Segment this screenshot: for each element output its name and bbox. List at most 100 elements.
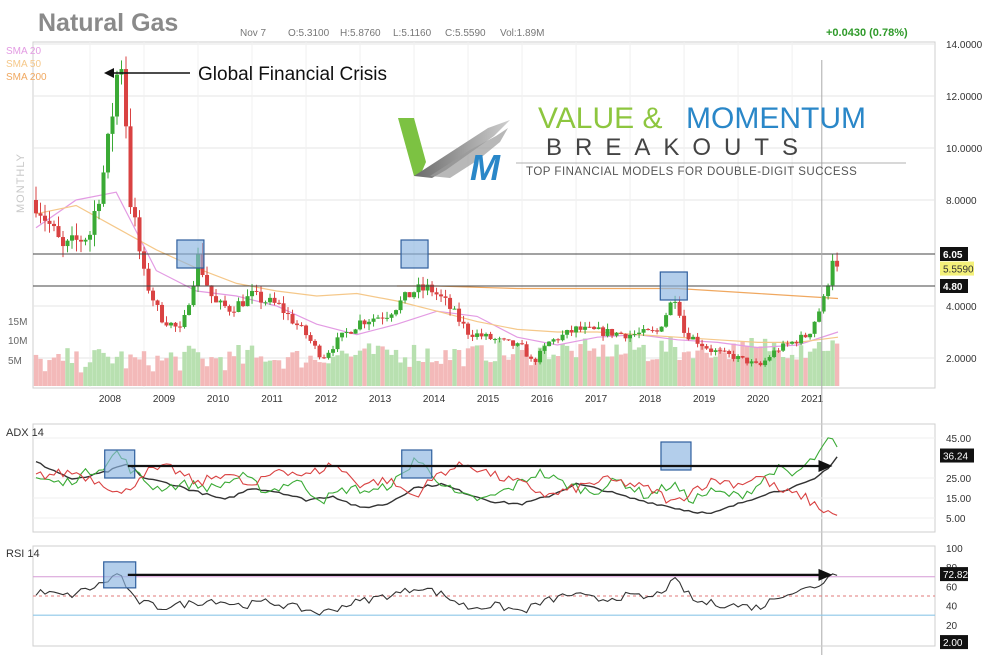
candle-body [214,296,219,303]
candle [434,287,439,301]
candle [709,344,714,356]
candle [209,285,214,304]
candle-body [772,350,777,358]
candle-body [317,345,322,358]
candle [835,252,840,272]
candle-body [619,332,624,334]
volume-bar [627,338,633,386]
candle-body [439,294,444,297]
volume-bar [542,344,547,386]
candle [727,349,732,358]
candle [52,220,57,232]
candle [281,296,286,320]
x-tick-label: 2011 [261,394,283,405]
candle [700,339,705,350]
volume-bar [546,359,552,386]
x-tick-label: 2008 [99,394,122,405]
candle-body [641,329,646,333]
candle [502,337,507,341]
rsi-title: RSI 14 [6,548,40,560]
rsi-tick-label: 20 [946,621,958,632]
rsi-series-line [35,573,838,616]
candle-body [722,350,727,352]
candle [151,287,156,307]
volume-bar [785,358,790,386]
candle-body [223,300,228,307]
price-tick-label: 8.0000 [946,196,977,207]
candle [740,355,745,359]
candle-body [673,301,678,303]
candle-body [700,343,705,347]
candle [650,326,655,333]
candle-body [497,338,502,340]
logo-word-momentum: MOMENTUM [686,102,866,135]
candle [155,299,160,311]
candle-body [709,348,714,352]
candle [133,197,138,227]
candle [308,332,313,344]
volume-bar [618,354,624,386]
volume-bar [42,371,48,386]
candle-body [628,334,633,339]
volume-bar [51,357,57,386]
candle [596,321,601,330]
candle [317,344,322,360]
candle-body [146,268,151,291]
volume-bar [623,353,628,386]
candle [160,302,165,324]
candle-body [56,226,61,238]
candle [718,346,723,354]
volume-bar [281,368,286,386]
last-price-label: 5.5590 [943,265,974,276]
candle-body [565,330,570,335]
volume-bar [591,348,597,386]
volume-bar [60,360,66,386]
volume-bar [164,358,169,386]
volume-bar [141,351,147,386]
candle-body [623,333,628,339]
volume-bar [429,362,435,386]
candle-body [799,334,804,344]
volume-bar [267,360,273,386]
candle-body [263,302,268,304]
volume-bar [767,351,772,386]
candle [614,331,619,338]
volume-bar [780,356,786,386]
candle [385,311,390,322]
candle-body [835,260,840,267]
candle [326,350,331,360]
candle-body [731,354,736,359]
candle-body [650,330,655,332]
candle-body [349,332,354,334]
candle-body [686,332,691,340]
candle [749,359,754,367]
volume-bar [348,356,354,386]
volume-bar [582,338,588,386]
candle-body [389,314,394,318]
candle-body [704,346,709,349]
price-panel: 14.0000 12.0000 10.0000 8.0000 4.0000 2.0000 2… [8,40,983,655]
volume-tick-label: 5M [8,356,22,367]
candle [713,348,718,356]
volume-bar [573,357,579,386]
chart-title: Natural Gas [38,9,178,37]
volume-bar [56,354,61,386]
adx-tick-label: 15.00 [946,494,971,505]
candle [263,300,268,306]
adx-value-bg [940,448,974,463]
candle-body [83,239,88,242]
volume-bar [663,351,669,386]
candle-body [142,251,147,269]
candle [542,342,547,354]
candle [511,340,516,349]
candle [380,312,385,325]
volume-bar [101,352,106,386]
volume-bar [510,354,516,386]
candle [182,309,187,329]
candle [412,291,417,300]
candle-body [403,292,408,301]
candle [646,328,651,331]
candle-body [308,335,313,341]
adx-tick-label: 45.00 [946,434,971,445]
candle [47,211,52,233]
